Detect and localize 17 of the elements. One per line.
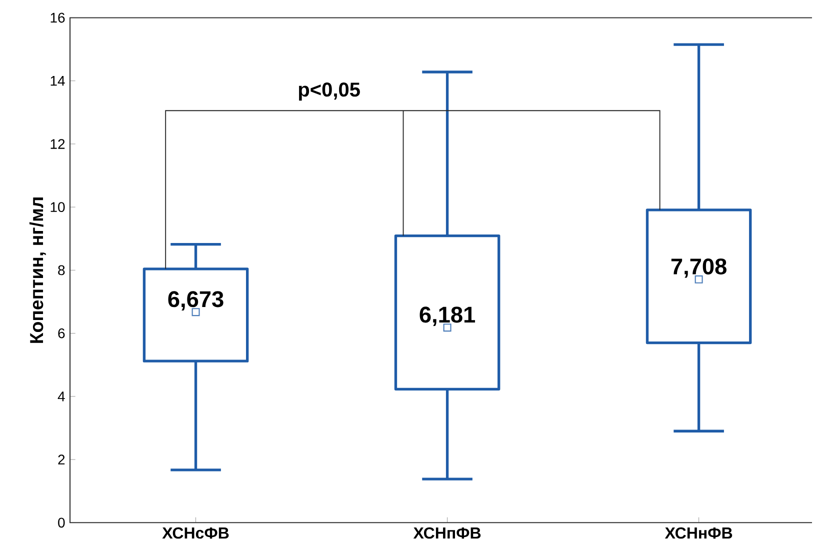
text: 6,181	[420, 306, 476, 326]
text: 7,708	[671, 258, 726, 278]
x-tick-label: ХСНнФВ	[664, 527, 732, 539]
text: 6,673	[168, 291, 224, 310]
x-tick-label: ХСНпФВ	[413, 527, 481, 539]
y-tick-label: 8	[58, 265, 65, 276]
y-tick-label: 10	[50, 202, 65, 212]
y-tick-label: 12	[50, 139, 65, 149]
y-tick-label: 6	[58, 328, 65, 338]
y-tick-label: 0	[58, 518, 65, 528]
y-tick-label: 16	[50, 12, 65, 23]
y-tick-label: 4	[58, 392, 65, 402]
x-tick-label: ХСНсФВ	[162, 527, 229, 539]
y-tick-label: 14	[50, 76, 65, 86]
annotation: p<0,05	[298, 82, 360, 101]
y-axis-title: Копептин, нг/мл	[29, 198, 46, 343]
y-tick-label: 2	[58, 454, 65, 464]
